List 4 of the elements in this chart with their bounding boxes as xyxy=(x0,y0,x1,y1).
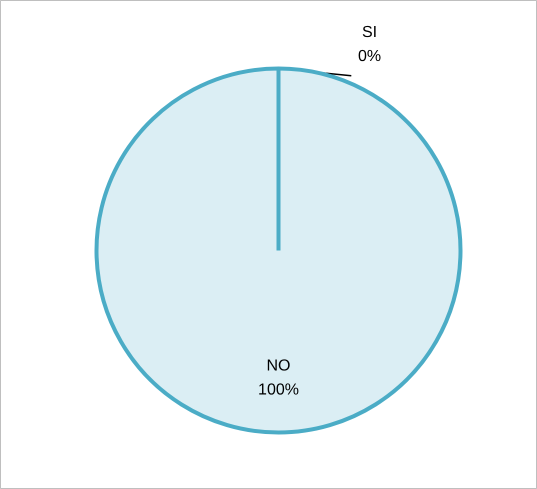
text: 0% xyxy=(358,48,382,65)
category-label: SI xyxy=(362,24,378,42)
data-label: 100% xyxy=(258,381,299,398)
slice-label: NO xyxy=(266,358,290,374)
